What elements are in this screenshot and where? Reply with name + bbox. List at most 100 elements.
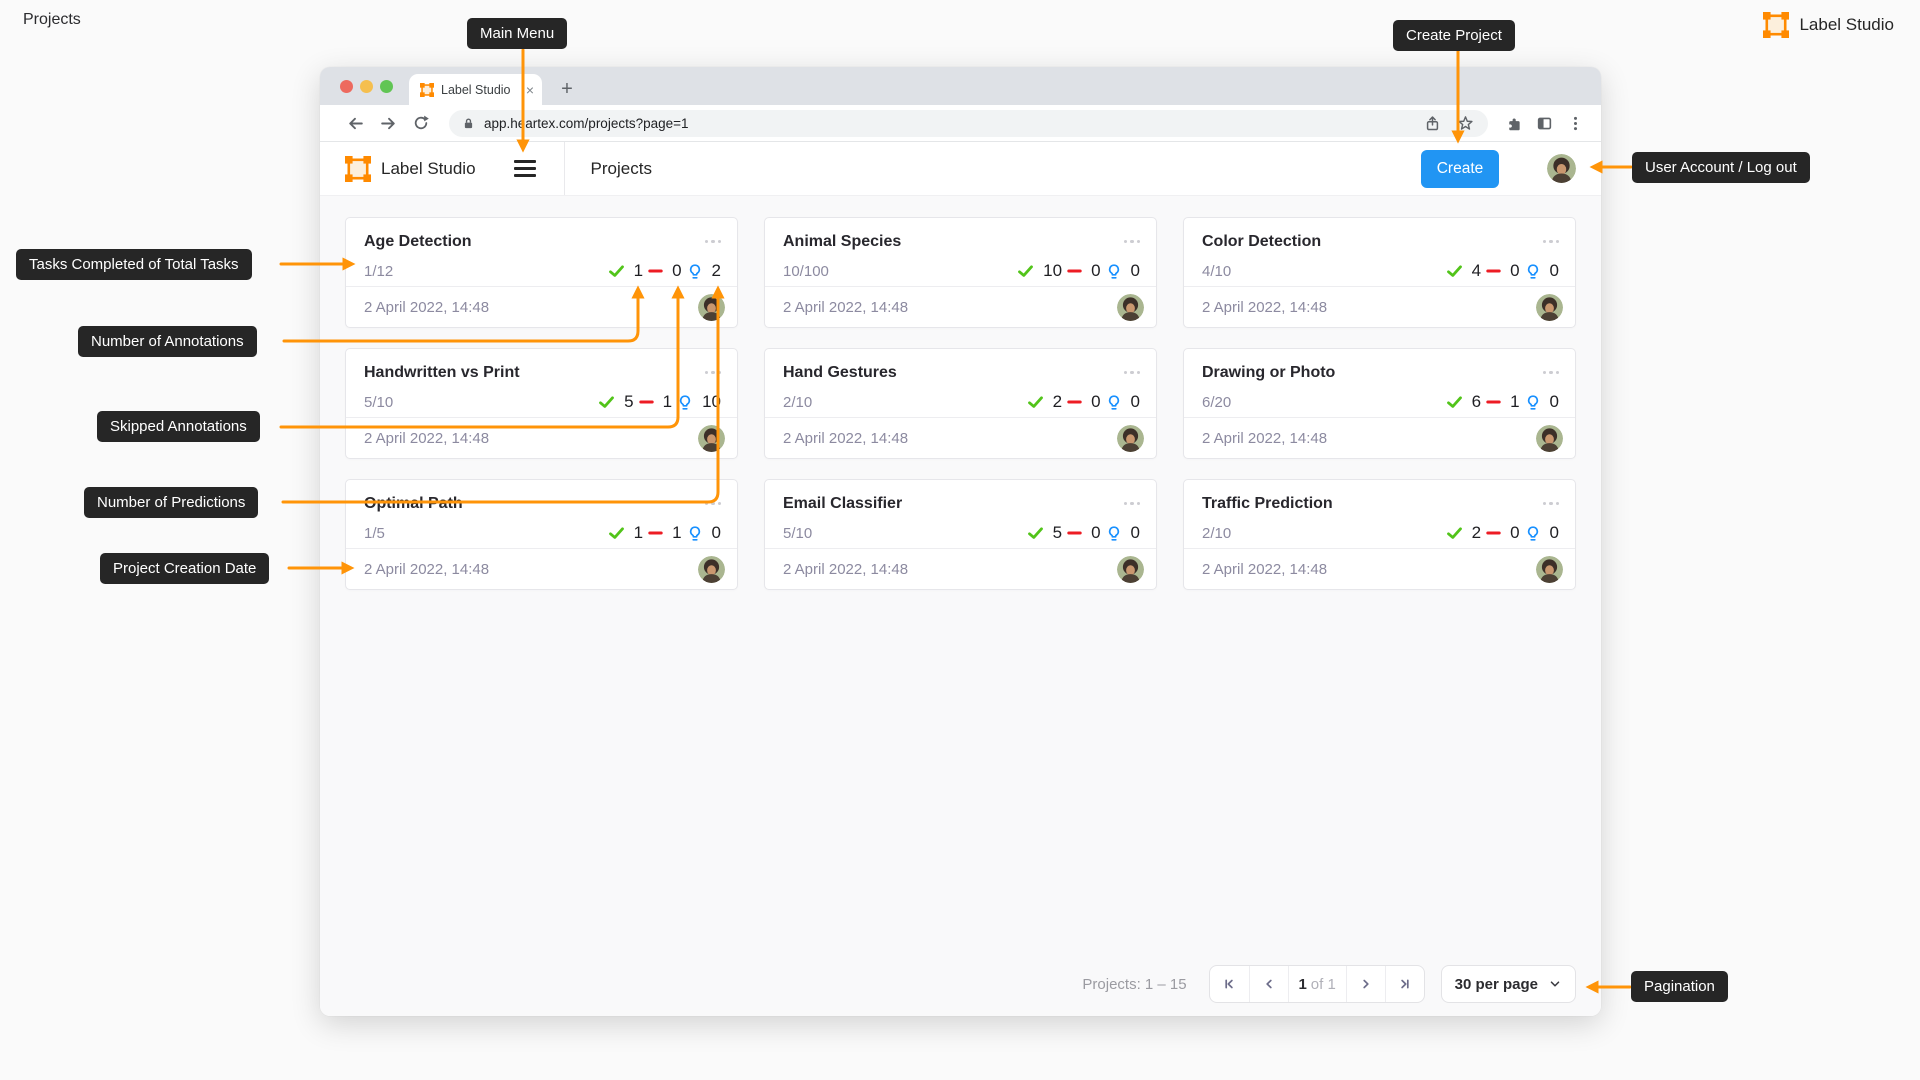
browser-menu-button[interactable] [1563, 111, 1587, 135]
skipped-count: 1 [662, 392, 673, 411]
avatar-image [698, 424, 725, 452]
address-bar[interactable]: app.heartex.com/projects?page=1 [449, 109, 1488, 137]
page-heading: Projects [23, 11, 81, 28]
project-card[interactable]: Email Classifier 5/10 5 0 [764, 479, 1157, 590]
tab-close-icon[interactable]: × [525, 81, 534, 98]
lightbulb-icon [1108, 394, 1119, 410]
project-card[interactable]: Color Detection 4/10 4 0 [1183, 217, 1576, 328]
top-right-brand-label: Label Studio [1799, 15, 1894, 34]
annotations-count: 10 [1043, 261, 1063, 280]
annotations-stat: 10 [1017, 261, 1062, 281]
page-title: Projects [590, 158, 652, 178]
window-minimize-button[interactable] [360, 80, 373, 93]
more-options-icon[interactable] [1123, 367, 1140, 379]
more-options-icon[interactable] [704, 236, 721, 248]
lock-icon[interactable] [462, 117, 475, 130]
check-icon [1027, 396, 1043, 408]
page-indicator: 1 of 1 [1287, 966, 1346, 1002]
predictions-count: 0 [1130, 261, 1140, 280]
skipped-stat: 0 [1067, 261, 1101, 281]
skipped-stat: 1 [638, 392, 673, 412]
predictions-stat: 0 [687, 523, 721, 543]
window-close-button[interactable] [340, 80, 353, 93]
project-card[interactable]: Animal Species 10/100 10 0 [764, 217, 1157, 328]
annotations-stat: 1 [608, 523, 643, 543]
predictions-stat: 2 [687, 261, 721, 281]
project-card[interactable]: Hand Gestures 2/10 2 0 [764, 348, 1157, 459]
more-options-icon[interactable] [1123, 236, 1140, 248]
more-options-icon[interactable] [704, 367, 721, 379]
creation-date: 2 April 2022, 14:48 [1202, 429, 1328, 447]
minus-icon [648, 531, 663, 535]
prev-page-button[interactable] [1248, 966, 1288, 1002]
project-title: Handwritten vs Print [364, 363, 520, 381]
project-title: Traffic Prediction [1202, 494, 1333, 512]
bookmark-button[interactable] [1453, 111, 1477, 135]
predictions-count: 2 [711, 261, 721, 280]
skipped-stat: 0 [1067, 392, 1101, 412]
more-options-icon[interactable] [704, 498, 721, 510]
browser-tab[interactable]: Label Studio × [409, 74, 542, 105]
per-page-dropdown[interactable]: 30 per page [1440, 965, 1576, 1003]
project-card[interactable]: Age Detection 1/12 1 0 [345, 217, 738, 328]
back-button[interactable] [342, 110, 368, 136]
tasks-progress: 1/5 [364, 524, 385, 542]
skipped-stat: 1 [1486, 392, 1520, 412]
reload-icon [414, 115, 429, 130]
more-options-icon[interactable] [1123, 498, 1140, 510]
main-menu-button[interactable] [513, 156, 536, 181]
predictions-count: 0 [711, 523, 721, 542]
check-icon [1446, 396, 1462, 408]
predictions-stat: 0 [1106, 261, 1140, 281]
tasks-progress: 5/10 [364, 393, 394, 411]
project-title: Drawing or Photo [1202, 363, 1336, 381]
tab-strip: Label Studio × + [320, 67, 1601, 105]
next-page-button[interactable] [1345, 966, 1385, 1002]
top-right-brand: Label Studio [1763, 12, 1894, 38]
create-project-button[interactable]: Create [1421, 149, 1499, 188]
forward-button[interactable] [375, 110, 401, 136]
first-page-button[interactable] [1210, 966, 1249, 1002]
annotations-stat: 2 [1027, 392, 1062, 412]
skipped-count: 0 [672, 261, 682, 280]
skipped-stat: 0 [648, 261, 682, 281]
current-page: 1 [1298, 975, 1307, 993]
callout-pagination: Pagination [1631, 971, 1728, 1002]
projects-summary: Projects: 1 – 15 [1082, 975, 1187, 993]
more-options-icon[interactable] [1542, 498, 1559, 510]
new-tab-button[interactable]: + [561, 77, 573, 100]
predictions-count: 0 [1130, 392, 1140, 411]
user-avatar[interactable] [1547, 154, 1576, 183]
extensions-button[interactable] [1501, 111, 1525, 135]
puzzle-icon [1508, 117, 1520, 130]
avatar-image [1536, 555, 1563, 583]
minus-icon [638, 400, 654, 404]
reload-button[interactable] [408, 110, 434, 136]
project-title: Hand Gestures [783, 363, 897, 381]
lightbulb-icon [1108, 263, 1119, 279]
more-options-icon[interactable] [1542, 236, 1559, 248]
app-brand-label: Label Studio [381, 158, 476, 178]
project-card[interactable]: Drawing or Photo 6/20 6 1 [1183, 348, 1576, 459]
predictions-stat: 10 [677, 392, 721, 412]
creation-date: 2 April 2022, 14:48 [364, 429, 490, 447]
avatar [698, 424, 725, 452]
last-page-button[interactable] [1384, 966, 1424, 1002]
project-card[interactable]: Optimal Path 1/5 1 1 [345, 479, 738, 590]
check-icon [608, 527, 624, 539]
project-card[interactable]: Handwritten vs Print 5/10 5 1 [345, 348, 738, 459]
side-panel-button[interactable] [1532, 111, 1556, 135]
share-button[interactable] [1420, 111, 1444, 135]
skipped-stat: 1 [648, 523, 682, 543]
creation-date: 2 April 2022, 14:48 [1202, 560, 1328, 578]
label-studio-logo-icon [1763, 12, 1790, 38]
minus-icon [1486, 400, 1501, 404]
more-options-icon[interactable] [1542, 367, 1559, 379]
lightbulb-icon [679, 394, 691, 410]
annotations-stat: 2 [1446, 523, 1481, 543]
project-card[interactable]: Traffic Prediction 2/10 2 0 [1183, 479, 1576, 590]
chevron-left-icon [1265, 979, 1272, 989]
window-zoom-button[interactable] [380, 80, 393, 93]
skipped-count: 0 [1091, 523, 1101, 542]
avatar [1117, 293, 1144, 321]
